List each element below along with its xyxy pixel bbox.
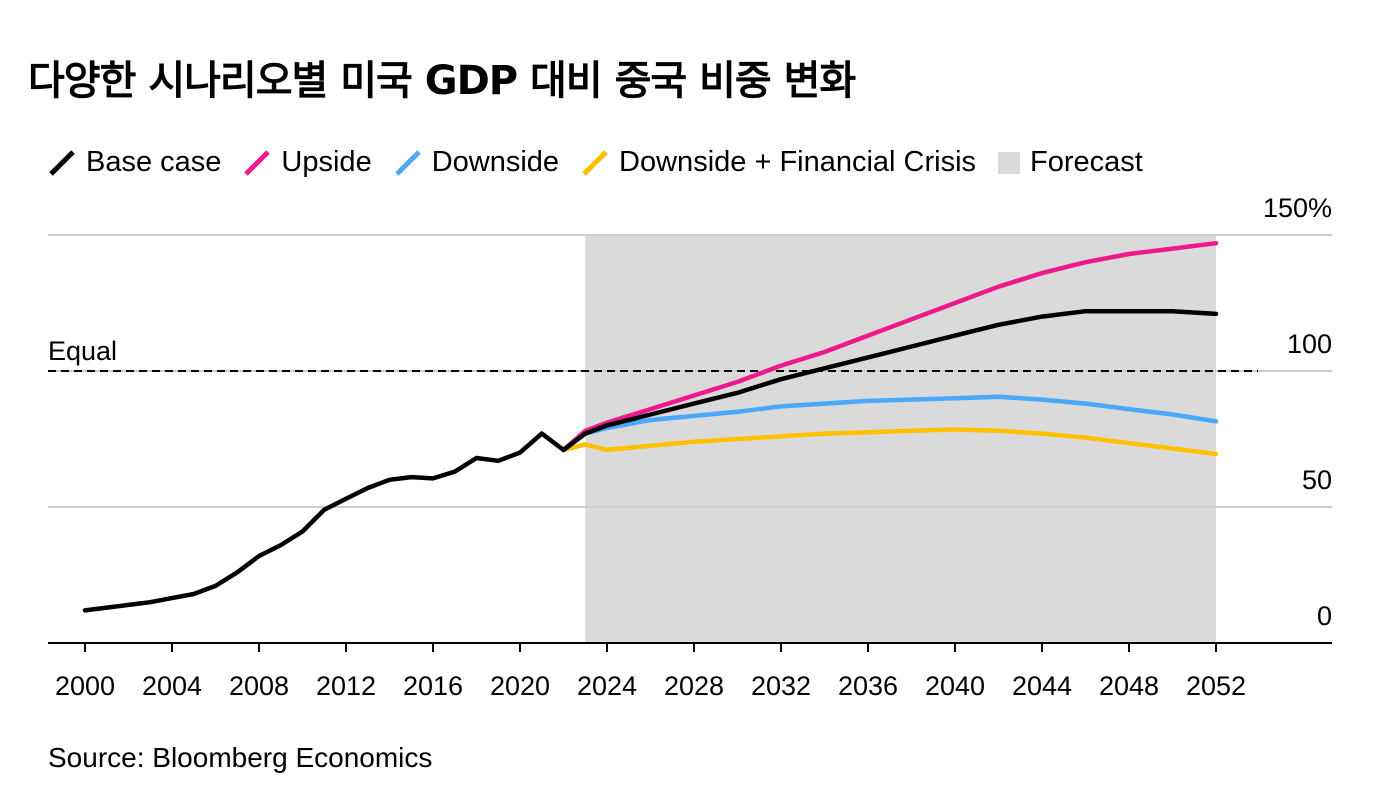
x-tick-label-2028: 2028 [664,671,724,701]
x-tick-label-2040: 2040 [925,671,985,701]
y-tick-label-0: 0 [1317,601,1332,631]
x-tick-label-2024: 2024 [577,671,637,701]
x-tick-label-2052: 2052 [1186,671,1246,701]
series-line-downside [561,394,1219,453]
x-tick-label-2048: 2048 [1099,671,1159,701]
legend-item-base-case: Base case [48,146,221,179]
x-tick-label-2044: 2044 [1012,671,1072,701]
series-line-downside-financial-crisis [561,427,1219,457]
legend-label-upside: Upside [281,146,372,178]
legend-label-downside: Downside [431,146,560,178]
legend-swatch-base-case [49,149,75,176]
y-tick-label-50: 50 [1302,465,1332,495]
legend-label-forecast: Forecast [1030,146,1143,178]
x-tick-label-2020: 2020 [490,671,550,701]
legend-label-downside-financial-crisis: Downside + Financial Crisis [619,146,977,178]
legend-swatch-downside-financial-crisis [582,149,608,176]
chart-title: 다양한 시나리오별 미국 GDP 대비 중국 비중 변화 [28,58,856,104]
legend-swatch-upside [244,149,271,176]
source-note: Source: Bloomberg Economics [48,742,433,773]
legend-swatch-downside [394,149,421,176]
legend-label-base-case: Base case [86,146,222,178]
x-tick-label-2016: 2016 [403,671,463,701]
legend-item-upside: Upside [243,146,372,179]
x-tick-label-2004: 2004 [142,671,202,701]
forecast-region [585,235,1216,643]
legend-item-forecast: Forecast [998,146,1143,179]
series-line-upside [561,240,1219,453]
series-line-base-case [82,308,1219,613]
legend-item-downside-financial-crisis: Downside + Financial Crisis [581,146,976,179]
y-tick-label-150: 150% [1263,193,1332,223]
x-tick-label-2036: 2036 [838,671,898,701]
x-tick-label-2012: 2012 [316,671,376,701]
x-tick-label-2032: 2032 [751,671,811,701]
legend: Base case Upside Downside Downside + Fin… [48,146,1165,179]
y-tick-label-100: 100 [1287,329,1332,359]
x-tick-label-2008: 2008 [229,671,289,701]
equal-label: Equal [48,336,117,366]
legend-swatch-forecast [998,151,1021,174]
legend-item-downside: Downside [394,146,559,179]
x-tick-label-2000: 2000 [55,671,115,701]
